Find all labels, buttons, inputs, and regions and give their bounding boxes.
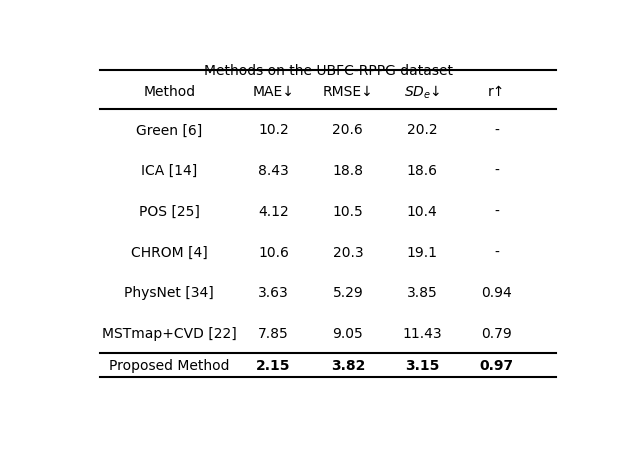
Text: 20.2: 20.2: [407, 123, 438, 137]
Text: 0.79: 0.79: [481, 326, 512, 341]
Text: $\mathit{SD}_{e}$↓: $\mathit{SD}_{e}$↓: [404, 84, 440, 101]
Text: 3.15: 3.15: [405, 358, 440, 372]
Text: 2.15: 2.15: [256, 358, 291, 372]
Text: 3.63: 3.63: [258, 286, 289, 300]
Text: 18.6: 18.6: [407, 164, 438, 178]
Text: -: -: [494, 123, 499, 137]
Text: 8.43: 8.43: [258, 164, 289, 178]
Text: 19.1: 19.1: [407, 245, 438, 259]
Text: CHROM [4]: CHROM [4]: [131, 245, 207, 259]
Text: MAE↓: MAE↓: [253, 85, 294, 99]
Text: POS [25]: POS [25]: [139, 205, 200, 218]
Text: -: -: [494, 164, 499, 178]
Text: ICA [14]: ICA [14]: [141, 164, 197, 178]
Text: 3.85: 3.85: [407, 286, 438, 300]
Text: Green [6]: Green [6]: [136, 123, 202, 137]
Text: 20.3: 20.3: [333, 245, 363, 259]
Text: 0.97: 0.97: [479, 358, 514, 372]
Text: Proposed Method: Proposed Method: [109, 358, 230, 372]
Text: 18.8: 18.8: [332, 164, 364, 178]
Text: Method: Method: [143, 85, 195, 99]
Text: 4.12: 4.12: [258, 205, 289, 218]
Text: -: -: [494, 205, 499, 218]
Text: 3.82: 3.82: [331, 358, 365, 372]
Text: Methods on the UBFC-RPPG dataset: Methods on the UBFC-RPPG dataset: [204, 64, 452, 78]
Text: -: -: [494, 245, 499, 259]
Text: PhysNet [34]: PhysNet [34]: [124, 286, 214, 300]
Text: 10.5: 10.5: [332, 205, 364, 218]
Text: 9.05: 9.05: [332, 326, 364, 341]
Text: r↑: r↑: [488, 85, 506, 99]
Text: 10.4: 10.4: [407, 205, 438, 218]
Text: RMSE↓: RMSE↓: [323, 85, 373, 99]
Text: 10.6: 10.6: [258, 245, 289, 259]
Text: 5.29: 5.29: [332, 286, 364, 300]
Text: MSTmap+CVD [22]: MSTmap+CVD [22]: [102, 326, 237, 341]
Text: 11.43: 11.43: [403, 326, 442, 341]
Text: 7.85: 7.85: [258, 326, 289, 341]
Text: 0.94: 0.94: [481, 286, 512, 300]
Text: 10.2: 10.2: [258, 123, 289, 137]
Text: 20.6: 20.6: [332, 123, 364, 137]
